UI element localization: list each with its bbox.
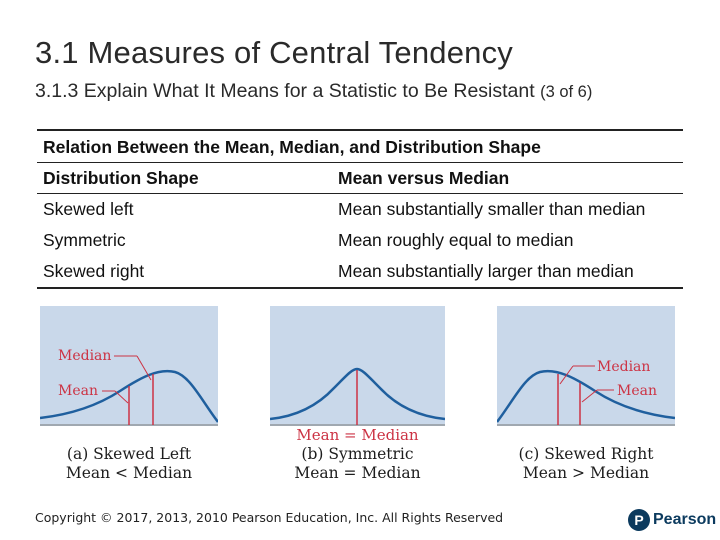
pearson-p-icon: P (628, 509, 650, 531)
skewed-left-figure: Median Mean (40, 306, 218, 426)
table-cell: Mean substantially smaller than median (338, 199, 646, 219)
caption-title: (a) Skewed Left (66, 445, 192, 463)
caption-relation: Mean < Median (65, 464, 193, 482)
mean-median-relation-table: Relation Between the Mean, Median, and D… (37, 129, 683, 289)
median-leader-line (559, 365, 574, 385)
mean-label: Mean (58, 383, 98, 399)
mean-label: Mean (617, 383, 657, 399)
mean-leader-line (114, 390, 129, 404)
mean-equals-median-label: Mean = Median (296, 426, 419, 444)
table-cell: Skewed right (37, 256, 332, 289)
table-cell: Mean substantially larger than median (332, 256, 683, 289)
distribution-curve (270, 367, 445, 421)
table-caption: Relation Between the Mean, Median, and D… (37, 129, 683, 163)
skewed-left-caption: (a) Skewed Left Mean < Median (40, 445, 218, 483)
table-row: Symmetric Mean roughly equal to median (37, 225, 683, 256)
mean-leader-line (581, 389, 598, 403)
pearson-wordmark: Pearson (653, 511, 717, 528)
table-row: Skewed left Mean substantially smaller t… (37, 194, 683, 226)
skewed-right-figure: Median Mean (497, 306, 675, 426)
caption-title: (c) Skewed Right (518, 445, 654, 463)
median-label: Median (597, 359, 650, 375)
column-header-shape: Distribution Shape (37, 163, 332, 194)
distribution-curve (40, 369, 218, 423)
skewed-right-diagram: Median Mean (497, 359, 675, 426)
symmetric-diagram (270, 367, 445, 426)
symmetric-caption: (b) Symmetric Mean = Median (270, 445, 445, 483)
caption-title: (b) Symmetric (301, 445, 414, 463)
distribution-curve (497, 369, 675, 423)
median-leader-line (136, 355, 152, 381)
caption-relation: Mean > Median (522, 464, 650, 482)
skewed-right-caption: (c) Skewed Right Mean > Median (497, 445, 675, 483)
subtitle-text: 3.1.3 Explain What It Means for a Statis… (35, 80, 535, 102)
table-cell: Symmetric (43, 230, 126, 250)
table-header-row: Distribution Shape Mean versus Median (37, 163, 683, 194)
skewed-left-diagram: Median Mean (40, 348, 218, 426)
table-cell: Skewed left (43, 199, 134, 219)
symmetric-figure (270, 306, 445, 426)
column-header-comparison: Mean versus Median (332, 163, 683, 194)
slide-subtitle: 3.1.3 Explain What It Means for a Statis… (35, 80, 592, 103)
subtitle-part-indicator: (3 of 6) (540, 83, 593, 101)
copyright-notice: Copyright © 2017, 2013, 2010 Pearson Edu… (35, 510, 504, 525)
table-row: Skewed right Mean substantially larger t… (37, 256, 683, 289)
table-cell: Mean roughly equal to median (338, 230, 574, 250)
median-label: Median (58, 348, 111, 364)
pearson-logo: P Pearson (628, 509, 716, 531)
slide-title: 3.1 Measures of Central Tendency (35, 35, 513, 70)
caption-relation: Mean = Median (294, 464, 421, 482)
